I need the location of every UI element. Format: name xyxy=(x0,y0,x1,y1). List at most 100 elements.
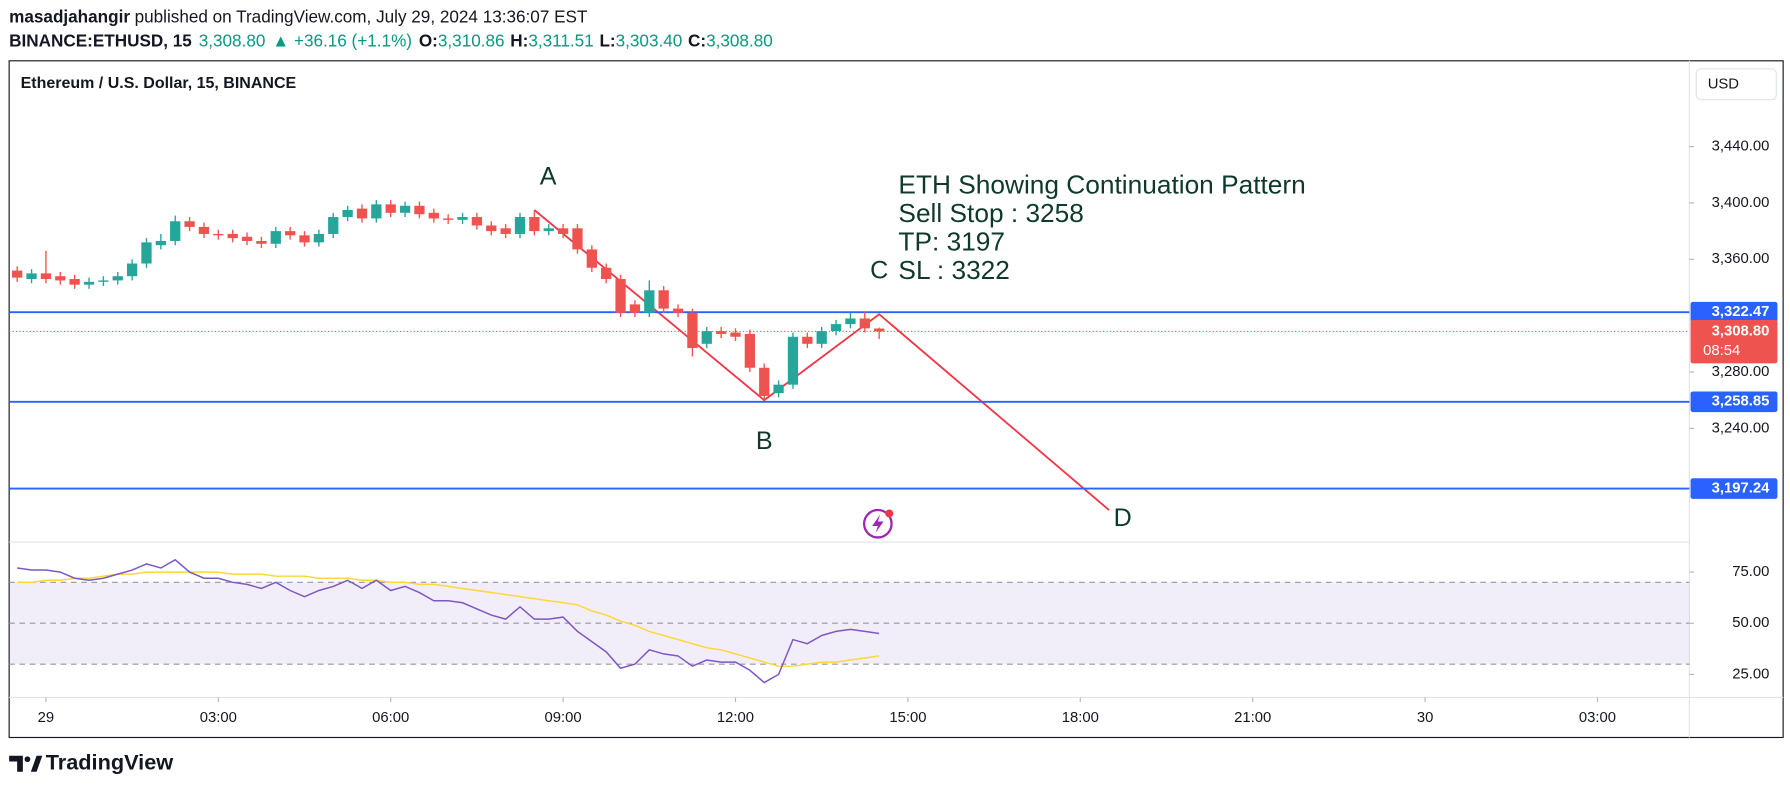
candle-body xyxy=(170,221,181,241)
x-tick-label: 29 xyxy=(38,710,55,726)
candle-body xyxy=(744,333,756,368)
ohlc-value: 3,310.86 xyxy=(438,30,505,50)
x-tick-label: 03:00 xyxy=(1579,710,1616,726)
y-tick-label: 3,400.00 xyxy=(1712,195,1770,211)
candle-body xyxy=(572,228,583,250)
current-price-label: 3,308.80 xyxy=(1712,323,1770,339)
pattern-label: D xyxy=(1114,504,1132,532)
author: masadjahangir xyxy=(9,6,130,26)
candle-body xyxy=(514,217,526,234)
candle-body xyxy=(26,273,37,280)
footer-brand: TradingView xyxy=(46,750,174,775)
candle-body xyxy=(672,308,684,313)
candle-body xyxy=(299,235,310,243)
ohlc-key: H: xyxy=(510,30,528,50)
change: ▲ +36.16 (+1.1%) xyxy=(272,30,412,50)
candle-body xyxy=(198,226,210,234)
candle-body xyxy=(241,236,253,241)
candle-body xyxy=(629,304,641,313)
candle-body xyxy=(658,290,669,309)
candle-body xyxy=(227,233,238,239)
level-label: 3,258.85 xyxy=(1712,394,1770,410)
x-tick-label: 30 xyxy=(1417,710,1434,726)
pattern-label: A xyxy=(540,163,557,191)
currency-button[interactable] xyxy=(1695,68,1777,101)
candle-body xyxy=(715,331,727,334)
pattern-label: C xyxy=(870,257,888,285)
candle-body xyxy=(601,267,612,280)
x-tick-label: 06:00 xyxy=(372,710,409,726)
candle-body xyxy=(443,218,454,220)
x-tick-label: 09:00 xyxy=(545,710,582,726)
ohlc-value: 3,308.80 xyxy=(706,30,773,50)
y-tick-label: 3,360.00 xyxy=(1712,251,1770,267)
rsi-tick-label: 25.00 xyxy=(1732,666,1769,682)
candle-body xyxy=(802,336,813,344)
candle-body xyxy=(428,212,439,219)
ohlc-value: 3,303.40 xyxy=(616,30,683,50)
candle-body xyxy=(83,281,95,285)
level-tag xyxy=(1690,301,1778,323)
candle-body xyxy=(141,242,152,264)
candle-body xyxy=(557,228,569,234)
candle-body xyxy=(615,279,626,313)
candle-body xyxy=(787,336,799,385)
candle-body xyxy=(845,318,856,325)
candle-body xyxy=(701,331,712,344)
x-tick-label: 21:00 xyxy=(1234,710,1271,726)
candle-body xyxy=(371,204,382,219)
level-label: 3,197.24 xyxy=(1712,480,1771,496)
ohlc-key: C: xyxy=(688,30,706,50)
candle-body xyxy=(184,221,195,227)
publish-line: masadjahangir published on TradingView.co… xyxy=(9,6,588,26)
candle-body xyxy=(112,276,123,281)
candle-body xyxy=(385,204,396,213)
candle-body xyxy=(529,217,540,232)
current-price-tag xyxy=(1690,319,1778,364)
candle-body xyxy=(687,312,698,349)
candle-body xyxy=(830,324,842,332)
candle-body xyxy=(285,231,296,236)
countdown: 08:54 xyxy=(1703,343,1740,359)
symbol-line: BINANCE:ETHUSD, 15 3,308.80 ▲ +36.16 (+1.1… xyxy=(9,30,773,50)
ohlc-key: O: xyxy=(419,30,438,50)
candle-body xyxy=(356,208,368,219)
ohlc-value: 3,311.51 xyxy=(528,30,593,50)
chart-title: Ethereum / U.S. Dollar, 15, BINANCE xyxy=(21,75,297,92)
candle-body xyxy=(313,233,325,243)
logo xyxy=(9,755,43,772)
candle-body xyxy=(213,233,224,236)
candle-body xyxy=(55,276,66,281)
symbol: BINANCE:ETHUSD, 15 xyxy=(9,30,192,50)
x-tick-label: 18:00 xyxy=(1062,710,1099,726)
byline: published on TradingView.com, July 29, 2… xyxy=(135,6,588,26)
candle-body xyxy=(644,290,655,313)
y-tick-label: 3,280.00 xyxy=(1712,364,1770,380)
candle-body xyxy=(12,270,23,278)
candle-body xyxy=(126,263,138,277)
candle-body xyxy=(98,280,109,282)
candle-body xyxy=(773,384,784,394)
candle-body xyxy=(328,217,339,234)
level-tag xyxy=(1690,391,1778,413)
x-tick-label: 15:00 xyxy=(889,710,926,726)
alert-icon xyxy=(862,508,894,539)
chart-frame xyxy=(8,60,1784,739)
y-tick-label: 3,240.00 xyxy=(1712,420,1770,436)
candle-body xyxy=(874,328,885,332)
level-label: 3,322.47 xyxy=(1712,304,1770,320)
annotation-line: ETH Showing Continuation Pattern xyxy=(898,169,1305,199)
last-price: 3,308.80 xyxy=(199,30,266,50)
candle-body xyxy=(543,228,554,232)
candle-body xyxy=(270,231,281,244)
candle-body xyxy=(730,332,741,337)
level-tag xyxy=(1690,478,1778,499)
annotation-line: Sell Stop : 3258 xyxy=(898,198,1083,228)
rsi-tick-label: 75.00 xyxy=(1732,564,1769,580)
ohlc-key: L: xyxy=(599,30,615,50)
pattern-label: B xyxy=(756,427,773,455)
rsi-ma-line xyxy=(17,571,880,667)
rsi-line xyxy=(17,558,880,684)
